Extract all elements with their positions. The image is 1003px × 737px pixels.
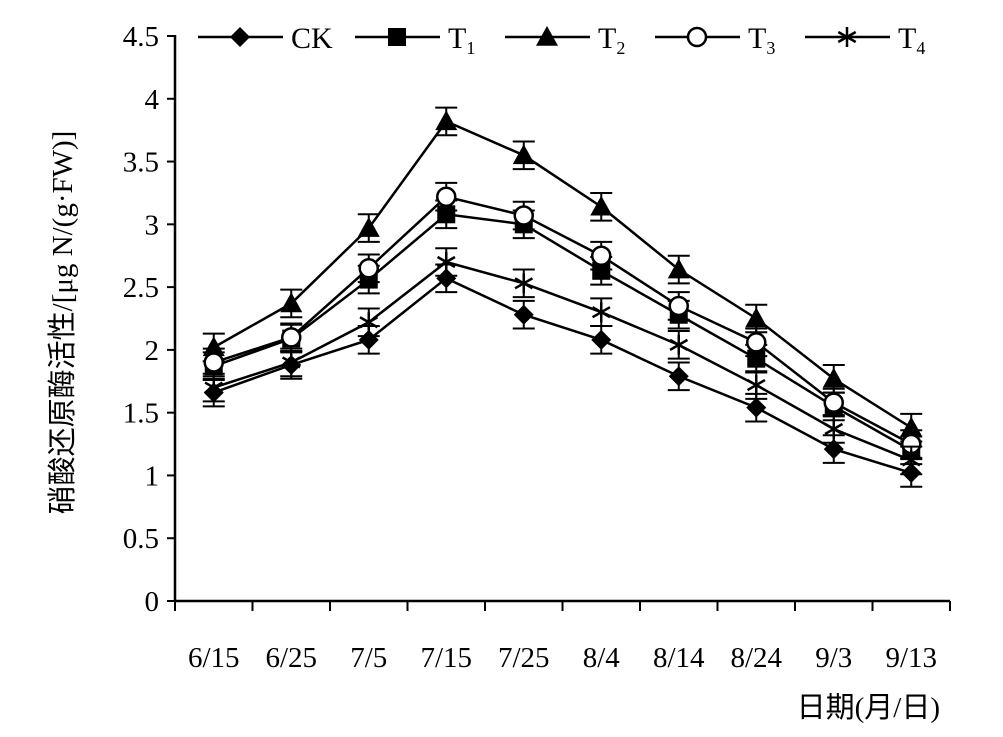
x-tick-label: 7/15 (420, 642, 472, 674)
data-point-triangle (590, 195, 613, 216)
data-point-asterisk (436, 252, 456, 272)
data-point-triangle (536, 26, 558, 46)
legend-label: T1 (448, 22, 475, 58)
series-t3 (202, 181, 923, 459)
x-tick-label: 9/13 (885, 642, 937, 674)
data-point-asterisk (746, 375, 766, 396)
series-line (213, 260, 912, 462)
data-point-asterisk (591, 302, 611, 323)
x-tick-label: 7/25 (498, 642, 550, 674)
series-t4 (202, 247, 923, 476)
data-point-triangle (280, 292, 303, 313)
data-point-square (747, 349, 766, 368)
data-point-square (388, 28, 406, 46)
series-group (202, 106, 923, 488)
legend-label: T2 (598, 22, 625, 58)
y-ticks: 0 0.5 1 1.5 2 2.5 3 3.5 4 4.5 (123, 21, 175, 618)
series-line (213, 212, 912, 452)
legend-item: T3 (655, 22, 775, 58)
legend-label: T3 (748, 22, 775, 58)
legend-item: T1 (355, 22, 475, 58)
data-point-circle (358, 258, 379, 279)
data-point-diamond (358, 329, 379, 350)
data-point-asterisk (669, 334, 689, 355)
x-tick-label: 8/4 (583, 642, 621, 674)
data-point-triangle (202, 336, 225, 357)
legend: CK T1 T2 T3 T4 (198, 22, 925, 58)
y-tick-label: 2.5 (123, 272, 159, 304)
x-tick-label: 7/5 (350, 642, 387, 674)
data-point-diamond (513, 304, 534, 325)
data-point-asterisk (824, 418, 844, 439)
data-point-diamond (746, 397, 767, 418)
data-point-asterisk (837, 27, 857, 47)
x-tick-label: 8/24 (730, 642, 782, 674)
x-tick-label: 6/25 (265, 642, 317, 674)
data-point-circle (668, 295, 689, 317)
x-tick-label: 6/15 (188, 642, 240, 674)
y-tick-label: 0.5 (123, 523, 159, 555)
legend-item: T4 (805, 22, 925, 58)
data-point-diamond (436, 268, 457, 289)
data-point-square (592, 261, 611, 280)
data-point-circle (281, 327, 302, 348)
x-ticks: 6/15 6/25 7/5 7/15 7/25 8/4 8/14 8/24 9/3 9/13 (174, 601, 951, 674)
data-point-diamond (591, 329, 612, 350)
legend-item: T2 (505, 22, 625, 58)
y-tick-label: 4 (145, 84, 160, 116)
y-tick-label: 3.5 (123, 147, 159, 179)
data-point-asterisk (281, 352, 301, 373)
data-point-triangle (822, 367, 845, 388)
series-t2 (202, 106, 923, 443)
legend-label: CK (291, 22, 333, 55)
series-line (213, 195, 912, 446)
series-t1 (202, 199, 923, 466)
y-tick-label: 0 (145, 586, 160, 618)
series-line (213, 276, 912, 475)
data-point-triangle (435, 110, 458, 131)
data-point-triangle (512, 144, 535, 165)
data-point-diamond (668, 366, 689, 387)
data-point-triangle (667, 258, 690, 279)
y-tick-label: 2 (145, 335, 160, 367)
legend-item: CK (198, 22, 333, 55)
data-point-circle (436, 186, 457, 207)
data-point-asterisk (359, 312, 379, 333)
data-point-asterisk (514, 273, 534, 294)
data-point-triangle (357, 217, 380, 237)
data-point-circle (746, 332, 767, 353)
y-axis-title: 硝酸还原酶活性/[μg N/(g·FW)] (46, 131, 79, 515)
data-point-triangle (745, 307, 768, 328)
x-axis-title: 日期(月/日) (797, 692, 940, 724)
data-point-circle (203, 352, 224, 373)
x-tick-label: 8/14 (653, 642, 705, 674)
data-point-circle (686, 26, 708, 48)
y-tick-label: 4.5 (123, 21, 159, 53)
data-point-circle (591, 245, 612, 266)
data-point-triangle (900, 416, 923, 437)
y-tick-label: 3 (145, 209, 160, 241)
data-point-diamond (823, 439, 844, 460)
data-point-circle (823, 392, 844, 413)
x-tick-label: 9/3 (815, 642, 852, 674)
series-line (213, 119, 912, 429)
legend-label: T4 (898, 22, 925, 58)
data-point-circle (513, 205, 534, 226)
data-point-diamond (230, 27, 250, 47)
data-point-asterisk (901, 450, 921, 471)
y-tick-label: 1 (145, 460, 160, 492)
data-point-asterisk (204, 377, 224, 398)
y-tick-label: 1.5 (123, 398, 159, 430)
